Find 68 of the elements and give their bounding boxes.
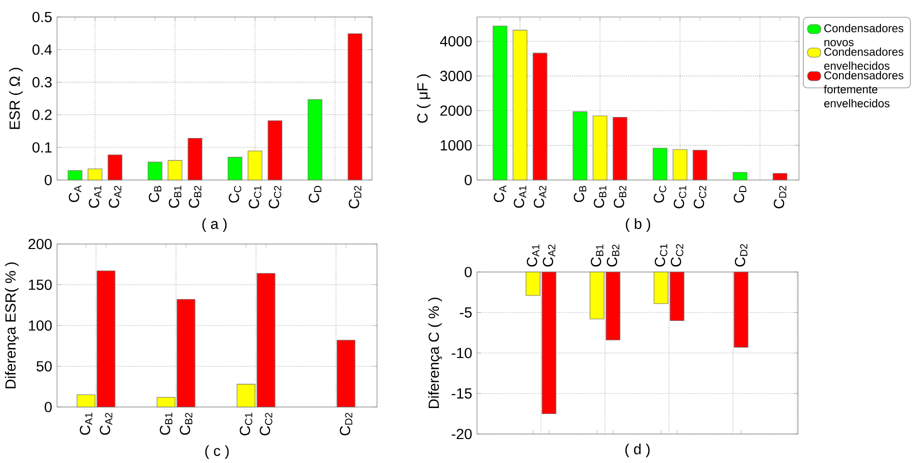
- y-tick-label: 0: [44, 174, 52, 186]
- y-tick-label: 200: [28, 238, 52, 250]
- x-tick-label: C$_{C1}$: [248, 186, 262, 208]
- y-tick-label: -10: [452, 348, 472, 358]
- y-tick-label: 2000: [440, 105, 472, 116]
- y-tick-label: 0: [44, 402, 52, 412]
- y-tick-label: 50: [36, 360, 52, 372]
- y-tick-label: 150: [28, 279, 52, 290]
- x-tick-label: C$_{C2}$: [670, 244, 684, 266]
- x-tick-label: C$_{B2}$: [188, 186, 202, 208]
- x-tick-label: C$_{C}$: [654, 186, 666, 202]
- y-axis-title: C ( μF ): [416, 74, 431, 123]
- legend-label: Condensadores novos: [824, 24, 904, 46]
- y-tick-label: 0.4: [32, 44, 52, 55]
- y-axis-title: Diferença ESR( % ): [4, 262, 19, 388]
- x-tick-label: C$_{C1}$: [240, 412, 252, 436]
- x-tick-label: C$_{D2}$: [340, 412, 352, 436]
- x-tick-label: C$_{A1}$: [88, 186, 102, 208]
- x-tick-label: C$_{B}$: [574, 186, 586, 202]
- x-tick-label: C$_{D2}$: [774, 186, 786, 208]
- x-tick-label: C$_{A1}$: [526, 244, 540, 266]
- y-tick-label: 100: [28, 320, 52, 331]
- x-tick-label: C$_{B2}$: [614, 186, 626, 208]
- y-tick-label: -5: [460, 307, 472, 318]
- y-tick-label: 0: [464, 174, 472, 186]
- y-tick-label: 3000: [440, 70, 472, 81]
- x-tick-label: C$_{A1}$: [80, 412, 92, 435]
- x-tick-label: C$_{B1}$: [160, 412, 172, 435]
- y-axis-title: ESR ( Ω ): [9, 68, 23, 129]
- y-tick-label: 0.2: [32, 109, 52, 120]
- x-tick-label: C$_{D}$: [308, 186, 322, 202]
- x-tick-label: C$_{D2}$: [348, 186, 362, 208]
- x-tick-label: C$_{C1}$: [674, 186, 686, 208]
- x-tick-label: C$_{A2}$: [542, 244, 556, 266]
- x-tick-label: C$_{C}$: [228, 186, 242, 202]
- x-tick-label: C$_{D}$: [734, 186, 746, 202]
- y-tick-label: 1000: [440, 140, 472, 150]
- x-tick-label: C$_{B2}$: [180, 412, 192, 435]
- y-tick-label: 4000: [440, 36, 472, 46]
- x-tick-label: C$_{C2}$: [694, 186, 706, 208]
- x-axis-title: ( b ): [626, 218, 650, 232]
- x-axis-title: ( d ): [625, 443, 650, 458]
- x-tick-label: C$_{A2}$: [108, 186, 122, 208]
- x-tick-label: C$_{A}$: [68, 185, 82, 202]
- y-axis-title: Diferença C ( % ): [428, 298, 442, 408]
- legend-label: Condensadores fortemente envelhecidos: [824, 70, 904, 108]
- legend-label: Condensadores envelhecidos: [824, 47, 904, 70]
- x-tick-label: C$_{B1}$: [168, 186, 182, 208]
- y-tick-label: 0.3: [32, 76, 52, 88]
- x-tick-label: C$_{A}$: [494, 185, 506, 202]
- x-axis-title: ( a ): [202, 218, 227, 232]
- x-tick-label: C$_{B}$: [148, 186, 162, 202]
- x-tick-label: C$_{C2}$: [268, 186, 282, 208]
- x-tick-label: C$_{C1}$: [654, 244, 668, 266]
- y-tick-label: -15: [452, 388, 472, 398]
- x-tick-label: C$_{C2}$: [260, 412, 272, 436]
- x-tick-label: C$_{A2}$: [100, 412, 112, 435]
- y-tick-label: 0.5: [32, 12, 52, 22]
- x-tick-label: C$_{D2}$: [734, 244, 748, 266]
- x-axis-title: ( c ): [205, 445, 229, 459]
- x-tick-label: C$_{A2}$: [534, 186, 546, 208]
- x-tick-label: C$_{B1}$: [594, 186, 606, 208]
- y-tick-label: -20: [452, 428, 472, 440]
- y-tick-label: 0: [464, 266, 472, 278]
- x-tick-label: C$_{B1}$: [590, 244, 604, 266]
- x-tick-label: C$_{B2}$: [606, 244, 620, 266]
- x-tick-label: C$_{A1}$: [514, 186, 526, 208]
- y-tick-label: 0.1: [32, 142, 52, 152]
